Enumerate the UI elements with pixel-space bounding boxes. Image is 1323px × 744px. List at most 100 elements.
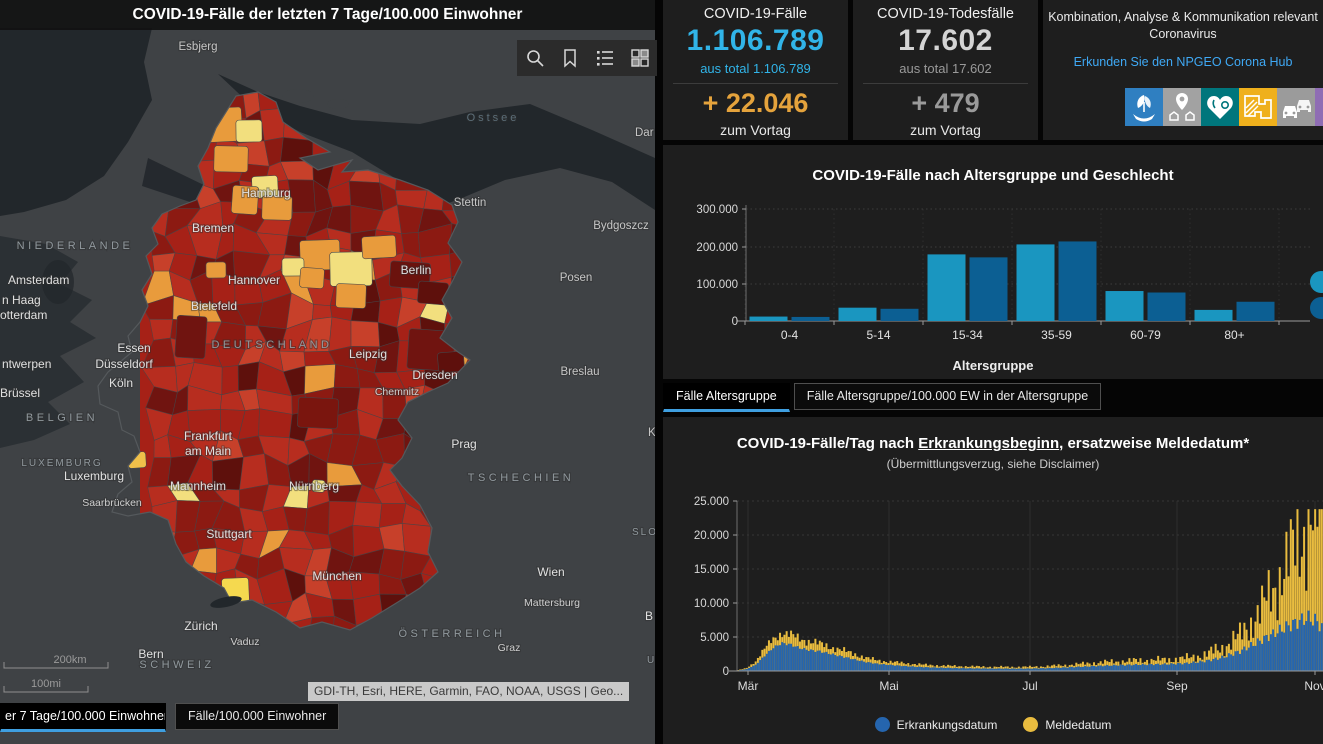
bookmark-icon[interactable] xyxy=(560,48,580,68)
epi-title-suffix: , ersatzweise Meldedatum* xyxy=(1059,435,1250,452)
bar-15-34 xyxy=(969,257,1008,321)
epi-legend: Erkrankungsdatum Meldedatum xyxy=(663,717,1323,732)
map-label: Luxemburg xyxy=(64,469,124,483)
svg-text:0-4: 0-4 xyxy=(781,328,799,342)
deaths-delta-label: zum Vortag xyxy=(910,122,981,138)
npgeo-hub-panel: Kombination, Analyse & Kommunikation rel… xyxy=(1043,0,1323,140)
cases-delta-label: zum Vortag xyxy=(720,122,791,138)
cases-panel: COVID-19-Fälle 1.106.789 aus total 1.106… xyxy=(663,0,848,140)
map-label: Vaduz xyxy=(231,636,260,648)
map-label: Bydgoszcz xyxy=(593,220,649,232)
map-attribution: GDI-TH, Esri, HERE, Garmin, FAO, NOAA, U… xyxy=(308,682,630,701)
germany-choropleth-map[interactable]: Esbjerg Ostsee Dar Hamburg Stettin Bremen Bydg… xyxy=(0,0,655,744)
map-label: Bielefeld xyxy=(191,299,237,313)
map-label: ÖSTERREICH xyxy=(398,628,505,640)
health-heart-icon[interactable] xyxy=(1201,88,1239,126)
location-pins-icon[interactable] xyxy=(1163,88,1201,126)
map-label: NIEDERLANDE xyxy=(17,240,134,252)
map-region-icon[interactable] xyxy=(1239,88,1277,126)
legend-meldedatum: Meldedatum xyxy=(1023,717,1111,732)
map-tab-faelle[interactable]: Fälle/100.000 Einwohner xyxy=(175,703,340,730)
traffic-cars-icon[interactable] xyxy=(1277,88,1315,126)
basemap-grid-icon[interactable] xyxy=(630,48,650,68)
age-bar-chart[interactable]: 300.000 200.000 100.000 0 0-4 5-14 15-34 35-59 6… xyxy=(663,145,1323,379)
svg-text:60-79: 60-79 xyxy=(1130,328,1161,342)
svg-text:200km: 200km xyxy=(53,654,86,666)
bar-15-34 xyxy=(927,254,966,321)
svg-text:Jul: Jul xyxy=(1022,679,1037,693)
map-label: am Main xyxy=(185,444,231,458)
bar-0-4 xyxy=(791,316,830,321)
svg-text:100.000: 100.000 xyxy=(696,279,738,291)
svg-text:80+: 80+ xyxy=(1224,328,1244,342)
map-label: Frankfurt xyxy=(184,429,233,443)
plant-hand-icon[interactable] xyxy=(1125,88,1163,126)
deaths-delta: + 479 xyxy=(911,88,980,118)
map-label: Düsseldorf xyxy=(95,357,153,371)
svg-text:0: 0 xyxy=(723,666,729,678)
svg-text:Nov: Nov xyxy=(1304,679,1323,693)
search-icon[interactable] xyxy=(525,48,545,68)
map-label: Stuttgart xyxy=(206,527,252,541)
svg-text:15-34: 15-34 xyxy=(952,328,983,342)
npgeo-hub-link[interactable]: Erkunden Sie den NPGEO Corona Hub xyxy=(1073,55,1293,69)
map-label: Chemnitz xyxy=(375,386,419,398)
map-panel[interactable]: Esbjerg Ostsee Dar Hamburg Stettin Bremen Bydg… xyxy=(0,0,655,744)
map-label: SLO xyxy=(632,527,655,538)
map-label: Hannover xyxy=(228,273,280,287)
bar-80+ xyxy=(1194,309,1233,321)
divider xyxy=(673,83,838,84)
map-label: B xyxy=(645,609,653,623)
map-label: ntwerpen xyxy=(2,357,51,371)
cases-delta: + 22.046 xyxy=(702,88,809,118)
svg-text:25.000: 25.000 xyxy=(694,496,729,508)
alert-bell-icon[interactable] xyxy=(1315,88,1323,126)
bar-60-79 xyxy=(1147,292,1186,321)
map-title: COVID-19-Fälle der letzten 7 Tage/100.00… xyxy=(132,6,523,23)
map-label: Mattersburg xyxy=(524,597,580,609)
map-label: otterdam xyxy=(0,308,47,322)
bar-80+ xyxy=(1236,301,1275,321)
map-label: München xyxy=(312,569,361,583)
epi-title-prefix: COVID-19-Fälle/Tag nach xyxy=(736,435,919,452)
deaths-title: COVID-19-Todesfälle xyxy=(877,6,1014,22)
map-tabs: er 7 Tage/100.000 Einwohner Fälle/100.00… xyxy=(0,703,348,732)
bar-0-4 xyxy=(749,316,788,321)
map-label: Bremen xyxy=(192,221,234,235)
map-label: Wien xyxy=(537,565,564,579)
svg-text:15.000: 15.000 xyxy=(694,564,729,576)
map-label: Graz xyxy=(498,642,521,654)
tab-faelle-altersgruppe[interactable]: Fälle Altersgruppe xyxy=(663,383,790,412)
svg-text:100mi: 100mi xyxy=(31,678,61,690)
bar-5-14 xyxy=(880,308,919,321)
map-label: DEUTSCHLAND xyxy=(211,339,332,351)
hub-text-line1: Kombination, Analyse & Kommunikation rel… xyxy=(1048,10,1318,24)
cases-title: COVID-19-Fälle xyxy=(703,6,808,22)
map-label: Essen xyxy=(117,341,150,355)
map-tab-7-tage[interactable]: er 7 Tage/100.000 Einwohner xyxy=(0,703,166,732)
epi-area-chart[interactable]: 25.000 20.000 15.000 10.000 5.000 0 Mär Mai Jul S… xyxy=(663,480,1323,700)
svg-text:35-59: 35-59 xyxy=(1041,328,1072,342)
svg-text:Mai: Mai xyxy=(879,679,898,693)
map-label: TSCHECHIEN xyxy=(468,472,575,484)
tab-faelle-altersgruppe-100k[interactable]: Fälle Altersgruppe/100.000 EW in der Alt… xyxy=(793,383,1102,410)
age-chart-xlabel: Altersgruppe xyxy=(952,358,1034,373)
map-label: LUXEMBURG xyxy=(21,458,102,469)
svg-text:5.000: 5.000 xyxy=(700,632,729,644)
map-label: Posen xyxy=(560,272,593,284)
map-label: BELGIEN xyxy=(26,412,98,424)
map-label: K xyxy=(648,427,655,439)
svg-text:5-14: 5-14 xyxy=(866,328,890,342)
map-label: Saarbrücken xyxy=(82,497,142,509)
svg-text:10.000: 10.000 xyxy=(694,598,729,610)
legend-list-icon[interactable] xyxy=(595,48,615,68)
svg-text:20.000: 20.000 xyxy=(694,530,729,542)
map-label: U xyxy=(647,655,655,666)
epi-chart-subtitle: (Übermittlungsverzug, siehe Disclaimer) xyxy=(886,457,1100,471)
map-label: Dar xyxy=(635,127,654,139)
svg-text:0: 0 xyxy=(732,316,738,328)
erkrankungsdatum-dot-icon xyxy=(874,717,890,732)
cases-subtitle: aus total 1.106.789 xyxy=(700,61,811,76)
divider xyxy=(863,83,1028,84)
map-label: Köln xyxy=(109,376,133,390)
